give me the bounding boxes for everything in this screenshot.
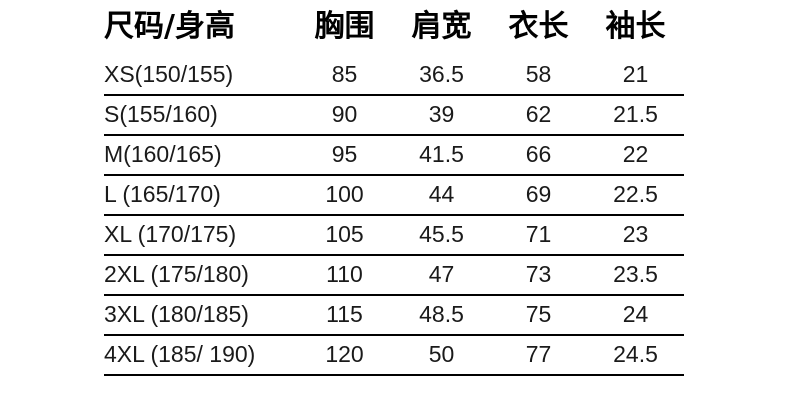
table-row: S(155/160) 90 39 62 21.5 [104, 95, 684, 136]
table-row: L (165/170) 100 44 69 22.5 [104, 175, 684, 216]
table-row: XS(150/155) 85 36.5 58 21 [104, 56, 684, 96]
cell-chest: 90 [296, 95, 393, 136]
cell-shoulder: 36.5 [393, 56, 490, 96]
table-row: 2XL (175/180) 110 47 73 23.5 [104, 255, 684, 296]
cell-sleeve: 23 [587, 215, 684, 256]
table-row: 4XL (185/ 190) 120 50 77 24.5 [104, 335, 684, 376]
cell-shoulder: 39 [393, 95, 490, 136]
cell-shoulder: 48.5 [393, 295, 490, 336]
cell-chest: 85 [296, 56, 393, 96]
cell-sleeve: 24.5 [587, 335, 684, 376]
cell-size: 2XL (175/180) [104, 255, 296, 296]
cell-chest: 120 [296, 335, 393, 376]
cell-chest: 110 [296, 255, 393, 296]
cell-sleeve: 22 [587, 135, 684, 176]
cell-chest: 95 [296, 135, 393, 176]
column-header-chest: 胸围 [314, 9, 375, 44]
table-row: 3XL (180/185) 115 48.5 75 24 [104, 295, 684, 336]
table-header-row: 尺码/身高 胸围 肩宽 衣长 袖长 [104, 8, 684, 56]
cell-shoulder: 45.5 [393, 215, 490, 256]
cell-sleeve: 23.5 [587, 255, 684, 296]
table-body: XS(150/155) 85 36.5 58 21 S(155/160) 90 39 62 21.… [104, 56, 684, 376]
column-header-sleeve: 袖长 [605, 9, 666, 44]
cell-sleeve: 21 [587, 56, 684, 96]
cell-sleeve: 22.5 [587, 175, 684, 216]
cell-length: 62 [490, 95, 587, 136]
cell-length: 77 [490, 335, 587, 376]
cell-size: L (165/170) [104, 175, 296, 216]
cell-sleeve: 24 [587, 295, 684, 336]
cell-length: 66 [490, 135, 587, 176]
table-header: 尺码/身高 胸围 肩宽 衣长 袖长 [104, 8, 684, 56]
table-row: M(160/165) 95 41.5 66 22 [104, 135, 684, 176]
cell-length: 73 [490, 255, 587, 296]
cell-chest: 115 [296, 295, 393, 336]
cell-shoulder: 44 [393, 175, 490, 216]
cell-chest: 100 [296, 175, 393, 216]
size-chart-table: 尺码/身高 胸围 肩宽 衣长 袖长 XS(150/155) 85 36.5 58 21 S… [104, 8, 684, 376]
cell-size: 4XL (185/ 190) [104, 335, 296, 376]
cell-size: XS(150/155) [104, 56, 296, 96]
cell-length: 71 [490, 215, 587, 256]
cell-size: S(155/160) [104, 95, 296, 136]
column-header-length: 衣长 [508, 9, 569, 44]
cell-shoulder: 50 [393, 335, 490, 376]
cell-sleeve: 21.5 [587, 95, 684, 136]
cell-length: 75 [490, 295, 587, 336]
cell-shoulder: 41.5 [393, 135, 490, 176]
cell-size: M(160/165) [104, 135, 296, 176]
cell-length: 58 [490, 56, 587, 96]
cell-shoulder: 47 [393, 255, 490, 296]
cell-chest: 105 [296, 215, 393, 256]
column-header-shoulder: 肩宽 [411, 9, 472, 44]
cell-size: 3XL (180/185) [104, 295, 296, 336]
column-header-size: 尺码/身高 [104, 9, 235, 44]
table-row: XL (170/175) 105 45.5 71 23 [104, 215, 684, 256]
cell-size: XL (170/175) [104, 215, 296, 256]
cell-length: 69 [490, 175, 587, 216]
